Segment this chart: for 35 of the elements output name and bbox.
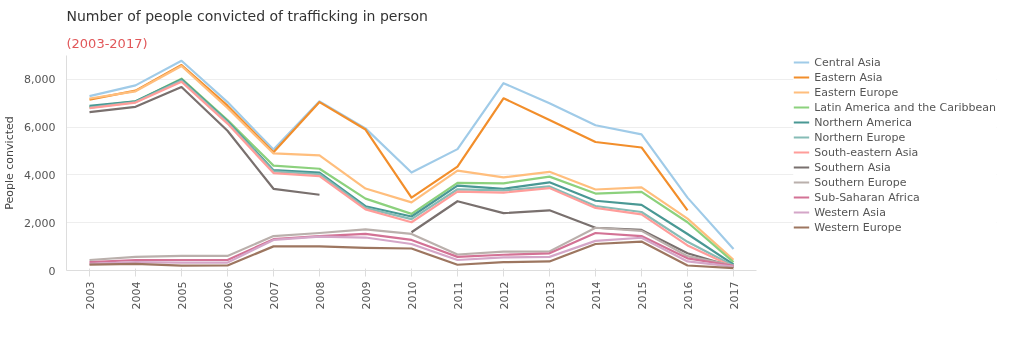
legend-label: Southern Asia (814, 160, 891, 174)
y-tick-label: 4,000 (24, 168, 56, 182)
x-tick-label: 2009 (359, 281, 373, 310)
x-tick-label: 2006 (221, 281, 235, 310)
x-tick-label: 2011 (451, 281, 465, 310)
chart-subtitle: (2003-2017) (66, 35, 148, 51)
legend-label: Western Asia (814, 205, 886, 219)
legend-label: Latin America and the Caribbean (814, 100, 996, 114)
legend-label: Northern America (814, 115, 912, 129)
x-tick-label: 2016 (681, 281, 695, 310)
y-tick-label: 6,000 (24, 121, 56, 135)
x-tick-label: 2003 (83, 281, 97, 310)
x-tick-label: 2012 (497, 281, 511, 310)
y-tick-label: 0 (48, 264, 56, 278)
legend-label: South-eastern Asia (814, 145, 919, 159)
y-axis-title: People convicted (3, 116, 17, 210)
x-tick-label: 2007 (267, 281, 281, 310)
x-tick-label: 2015 (635, 281, 649, 310)
x-tick-label: 2017 (727, 281, 741, 310)
y-tick-label: 8,000 (24, 73, 56, 87)
legend-label: Southern Europe (814, 175, 907, 189)
y-tick-label: 2,000 (24, 216, 56, 230)
x-tick-label: 2008 (313, 281, 327, 310)
chart-title: Number of people convicted of trafficking in person (66, 7, 428, 24)
legend-label: Sub-Saharan Africa (814, 190, 920, 204)
legend-label: Northern Europe (814, 130, 906, 144)
x-tick-label: 2010 (405, 281, 419, 310)
x-tick-label: 2004 (129, 281, 143, 310)
x-tick-label: 2014 (589, 281, 603, 310)
legend-label: Central Asia (814, 55, 881, 69)
legend-label: Eastern Europe (814, 85, 899, 99)
legend-label: Western Europe (814, 220, 902, 234)
x-tick-label: 2013 (543, 281, 557, 310)
legend-label: Eastern Asia (814, 70, 883, 84)
x-tick-label: 2005 (175, 281, 189, 310)
